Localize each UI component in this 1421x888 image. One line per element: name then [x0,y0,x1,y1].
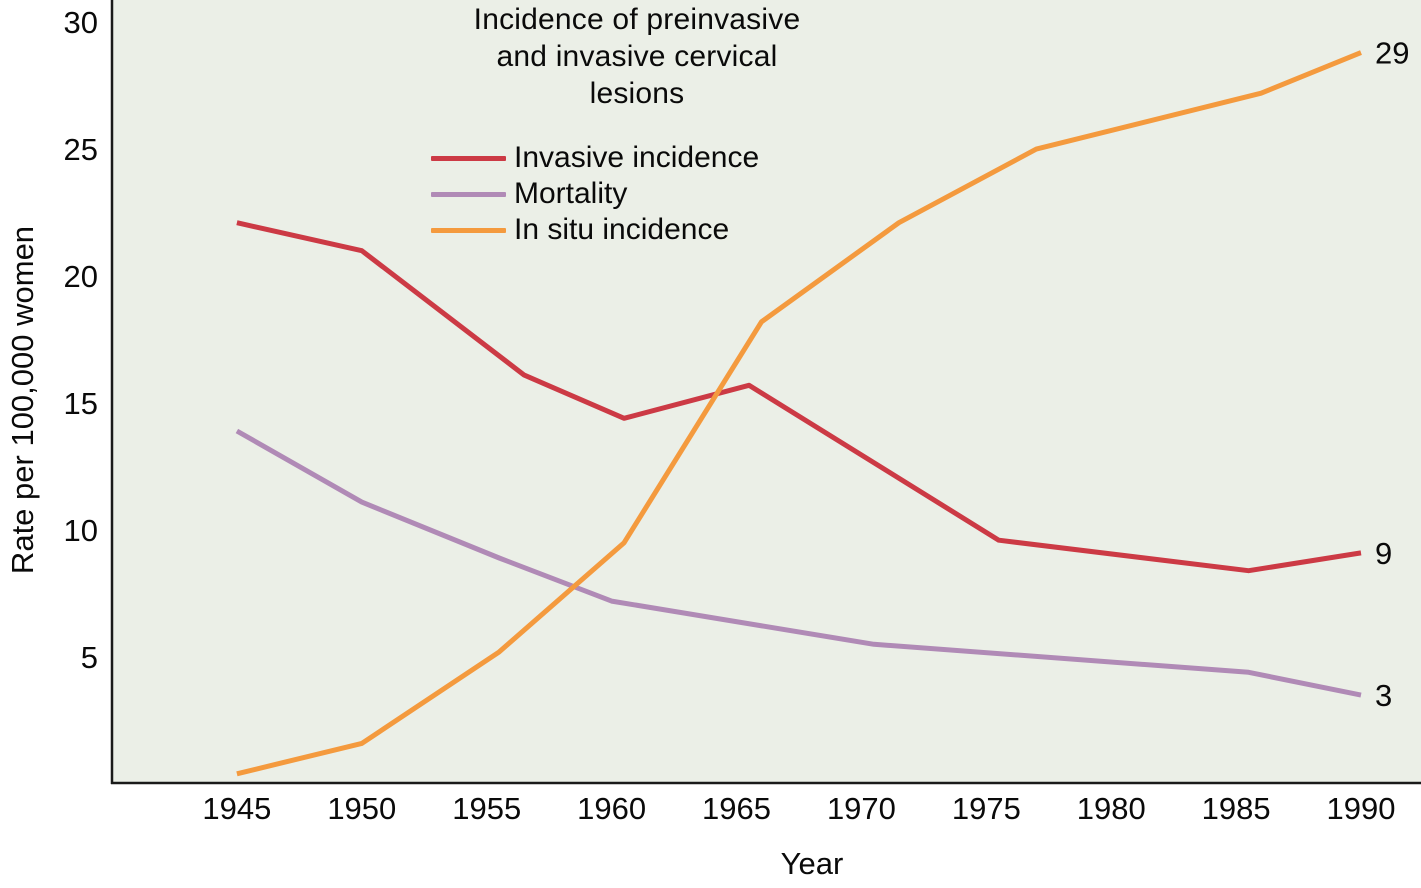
x-tick-label: 1950 [327,791,396,826]
x-tick-label: 1955 [452,791,521,826]
legend-line-swatch [431,227,506,233]
x-tick-label: 1975 [952,791,1021,826]
series-line-invasive-incidence [236,220,1362,574]
x-tick-label: 1970 [827,791,896,826]
legend-label: Invasive incidence [514,141,760,174]
legend-item-invasive-incidence: Invasive incidence [431,140,759,176]
legend-label: In situ incidence [514,213,730,246]
legend: Invasive incidence Mortality In situ inc… [431,140,759,248]
legend-line-swatch [431,155,506,161]
x-tick-label: 1965 [702,791,771,826]
x-axis-title: Year [781,846,844,881]
y-tick-label: 20 [64,259,98,294]
y-tick-label: 25 [64,132,98,167]
series-end-value-label: 29 [1375,36,1409,71]
plot-area [112,0,1421,783]
x-tick-label: 1945 [202,791,271,826]
y-tick-label: 15 [64,386,98,421]
chart-title: Incidence of preinvasive and invasive ce… [473,3,801,110]
legend-item-mortality: Mortality [431,176,759,212]
x-tick-label: 1960 [577,791,646,826]
x-tick-label: 1985 [1202,791,1271,826]
y-tick-label: 30 [64,5,98,40]
y-axis-title: Rate per 100,000 women [5,226,40,574]
legend-item-in-situ-incidence: In situ incidence [431,212,759,248]
series-line-in-situ-incidence [236,50,1362,777]
series-end-value-label: 9 [1375,536,1392,571]
legend-line-swatch [431,191,506,197]
x-tick-label: 1990 [1327,791,1396,826]
series-line-mortality [235,428,1362,698]
y-tick-label: 5 [81,640,98,675]
series-end-value-label: 3 [1375,678,1392,713]
legend-label: Mortality [514,177,628,210]
y-tick-label: 10 [64,513,98,548]
x-tick-label: 1980 [1077,791,1146,826]
